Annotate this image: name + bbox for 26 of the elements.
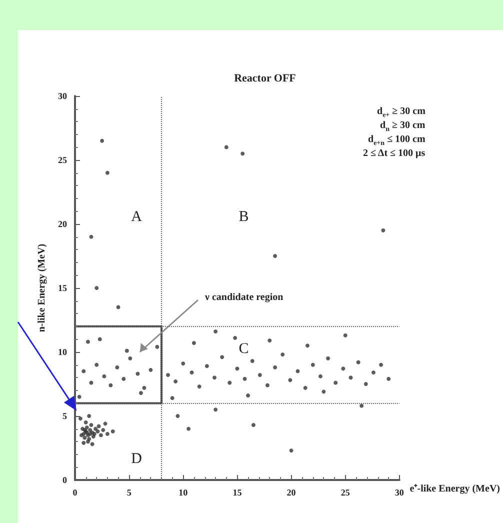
chart-title: Reactor OFF (234, 72, 296, 84)
y-axis-title: n-like Energy (MeV) (36, 244, 48, 332)
annotation: B (238, 209, 249, 226)
y-tick-label: 15 (58, 283, 68, 293)
x-axis-title: e⁺-like Energy (MeV) (410, 484, 500, 494)
annotation: A (131, 209, 142, 226)
annotation: C (238, 340, 249, 358)
x-tick-label: 0 (72, 488, 78, 498)
y-tick-label: 20 (58, 219, 68, 229)
annotation: d$_{e+n}$ ≤ 100 cm (368, 134, 426, 147)
y-tick-label: 25 (58, 155, 68, 165)
annotation: 2 ≤ Δt ≤ 100 μs (363, 148, 426, 159)
y-tick-label: 0 (62, 475, 68, 485)
annotation: d$_{n}$ ≥ 30 cm (380, 120, 426, 133)
x-tick-label: 5 (126, 488, 132, 498)
x-tick-label: 25 (340, 488, 350, 498)
annotation: ν candidate region (205, 292, 284, 303)
annotation: d$_{e+}$ ≥ 30 cm (377, 106, 426, 119)
x-tick-label: 15 (232, 488, 242, 498)
y-tick-label: 10 (58, 347, 68, 357)
y-tick-label: 5 (62, 411, 68, 421)
annotation: D (131, 451, 142, 468)
x-tick-label: 30 (394, 488, 404, 498)
x-tick-label: 10 (178, 488, 188, 498)
y-tick-label: 30 (58, 91, 68, 101)
x-tick-label: 20 (286, 488, 296, 498)
